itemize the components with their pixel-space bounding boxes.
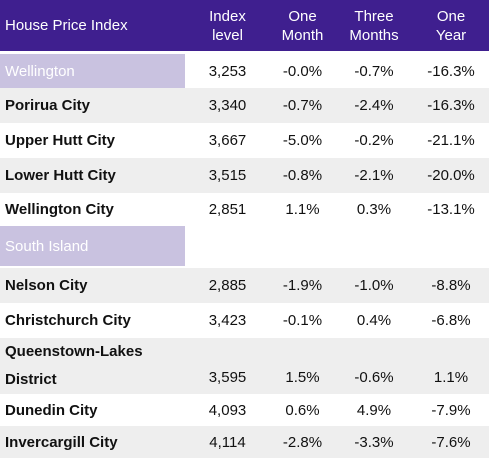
index-level-cell: 3,340 (208, 97, 247, 114)
one-month-cell: -0.8% (282, 167, 323, 184)
one-month-cell: 1.5% (285, 369, 320, 386)
table-row: Upper Hutt City 3,667 -5.0% -0.2% -21.1% (0, 123, 489, 158)
column-header-three-months: Three Months (335, 0, 413, 51)
index-level-cell: 4,114 (209, 433, 246, 451)
one-year-cell: -16.3% (427, 62, 475, 80)
area-name: Porirua City (5, 97, 91, 114)
column-header-line: Months (349, 26, 399, 44)
table-row: Wellington City 2,851 1.1% 0.3% -13.1% (0, 193, 489, 226)
one-month-cell: -2.8% (282, 433, 323, 451)
table-row: Dunedin City 4,093 0.6% 4.9% -7.9% (0, 394, 489, 426)
area-name: Christchurch City (5, 312, 131, 329)
column-header-line: level (212, 26, 243, 44)
index-level-cell: 3,667 (208, 132, 247, 149)
column-header-line: One (436, 7, 466, 25)
region-label: Wellington (0, 54, 185, 88)
three-months-cell: -0.6% (354, 369, 394, 386)
area-name: Dunedin City (5, 401, 98, 419)
area-name-line: District (5, 371, 57, 388)
three-months-cell: -1.0% (354, 277, 394, 294)
area-name: Queenstown-Lakes District (0, 338, 185, 394)
column-header-line: Year (435, 26, 467, 44)
one-month-cell: 1.1% (285, 201, 320, 218)
one-month-cell: -0.1% (282, 312, 323, 329)
three-months-cell: -2.1% (354, 167, 394, 184)
index-level-cell: 2,885 (208, 277, 247, 294)
one-month-cell: -0.0% (282, 62, 323, 80)
table-row: Christchurch City 3,423 -0.1% 0.4% -6.8% (0, 303, 489, 338)
one-year-cell: -20.0% (427, 167, 475, 184)
one-year-cell: -21.1% (427, 132, 475, 149)
area-name: Wellington City (5, 201, 114, 218)
area-name-line: Queenstown-Lakes (5, 343, 143, 360)
index-level-cell: 3,423 (208, 312, 247, 329)
area-name: Nelson City (5, 277, 88, 294)
column-header-one-year: One Year (413, 0, 489, 51)
one-year-cell: -7.6% (431, 433, 471, 451)
three-months-cell: 0.4% (356, 312, 392, 329)
three-months-cell: 0.3% (356, 201, 392, 218)
table-row: Nelson City 2,885 -1.9% -1.0% -8.8% (0, 268, 489, 303)
region-label: South Island (0, 226, 185, 266)
column-header-line: Month (281, 26, 324, 44)
one-year-cell: 1.1% (433, 369, 469, 386)
column-header-index-level: Index level (185, 0, 270, 51)
table-row: Queenstown-Lakes District 3,595 1.5% -0.… (0, 338, 489, 394)
one-year-cell: -8.8% (431, 277, 471, 294)
region-row-wellington: Wellington 3,253 -0.0% -0.7% -16.3% (0, 54, 489, 88)
three-months-cell: -2.4% (354, 97, 394, 114)
one-year-cell: -13.1% (427, 201, 475, 218)
column-header-line: Three (354, 7, 394, 25)
one-month-cell: -0.7% (282, 97, 323, 114)
index-level-cell: 4,093 (208, 401, 247, 419)
table-header: House Price Index Index level One Month … (0, 0, 489, 51)
table-row: Invercargill City 4,114 -2.8% -3.3% -7.6… (0, 426, 489, 458)
region-row-south-island: South Island (0, 226, 489, 266)
one-month-cell: -1.9% (282, 277, 323, 294)
three-months-cell: -3.3% (354, 433, 394, 451)
index-level-cell: 2,851 (208, 201, 247, 218)
one-month-cell: 0.6% (285, 401, 320, 419)
area-name: Invercargill City (5, 433, 118, 451)
column-header-line: Index (209, 7, 246, 25)
column-header-line: One (288, 7, 317, 25)
area-name: Lower Hutt City (5, 167, 116, 184)
one-year-cell: -16.3% (427, 97, 475, 114)
table-title: House Price Index (5, 17, 128, 34)
one-year-cell: -7.9% (431, 401, 471, 419)
index-level-cell: 3,515 (208, 167, 247, 184)
one-year-cell: -6.8% (431, 312, 471, 329)
table-row: Porirua City 3,340 -0.7% -2.4% -16.3% (0, 88, 489, 123)
one-month-cell: -5.0% (282, 132, 323, 149)
index-level-cell: 3,595 (208, 369, 247, 386)
three-months-cell: -0.2% (354, 132, 394, 149)
three-months-cell: -0.7% (354, 62, 394, 80)
three-months-cell: 4.9% (356, 401, 392, 419)
area-name: Upper Hutt City (5, 132, 115, 149)
index-level-cell: 3,253 (208, 62, 247, 80)
column-header-one-month: One Month (270, 0, 335, 51)
table-row: Lower Hutt City 3,515 -0.8% -2.1% -20.0% (0, 158, 489, 193)
